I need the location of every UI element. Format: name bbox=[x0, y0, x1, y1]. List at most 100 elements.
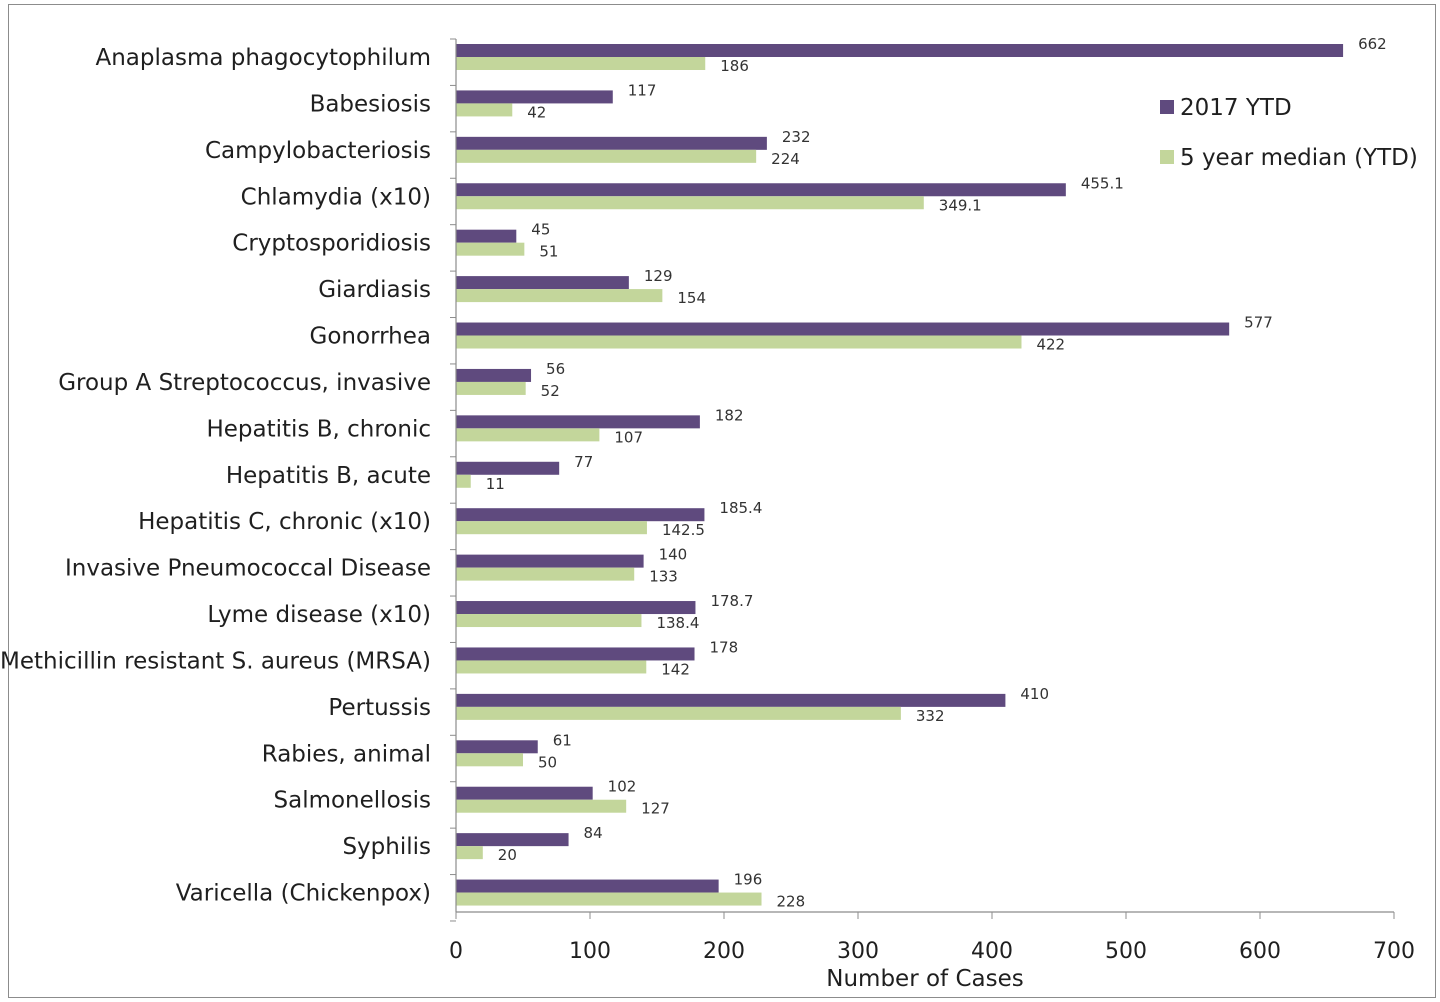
bar-5yr-median bbox=[456, 103, 513, 117]
bar-2017-ytd bbox=[456, 647, 695, 661]
bar-5yr-median bbox=[456, 660, 647, 674]
category-label: Syphilis bbox=[342, 834, 431, 860]
x-tick-label: 200 bbox=[703, 939, 745, 964]
chart-frame bbox=[8, 4, 1436, 998]
data-label-2017-ytd: 129 bbox=[644, 267, 673, 285]
data-label-5yr-median: 154 bbox=[677, 289, 706, 307]
data-label-2017-ytd: 77 bbox=[574, 453, 593, 471]
data-label-5yr-median: 52 bbox=[541, 382, 560, 400]
data-label-5yr-median: 138.4 bbox=[656, 614, 699, 632]
data-label-5yr-median: 228 bbox=[777, 893, 806, 911]
data-label-5yr-median: 332 bbox=[916, 707, 945, 725]
category-label: Hepatitis B, chronic bbox=[206, 416, 431, 442]
bar-5yr-median bbox=[456, 521, 647, 535]
data-label-2017-ytd: 662 bbox=[1358, 35, 1387, 53]
x-axis-title: Number of Cases bbox=[826, 966, 1023, 992]
data-label-2017-ytd: 84 bbox=[584, 824, 603, 842]
x-tick-label: 600 bbox=[1239, 939, 1281, 964]
legend-label: 2017 YTD bbox=[1180, 95, 1292, 121]
bar-2017-ytd bbox=[456, 322, 1230, 336]
bar-2017-ytd bbox=[456, 879, 719, 893]
bar-2017-ytd bbox=[456, 601, 696, 615]
bar-2017-ytd bbox=[456, 508, 705, 522]
bar-5yr-median bbox=[456, 381, 526, 395]
bar-5yr-median bbox=[456, 242, 525, 256]
bar-2017-ytd bbox=[456, 554, 644, 568]
bar-2017-ytd bbox=[456, 44, 1344, 57]
data-label-2017-ytd: 178.7 bbox=[710, 592, 753, 610]
bar-2017-ytd bbox=[456, 415, 700, 429]
bar-2017-ytd bbox=[456, 461, 560, 475]
bar-5yr-median bbox=[456, 149, 757, 163]
bar-2017-ytd bbox=[456, 833, 569, 847]
bar-5yr-median bbox=[456, 57, 706, 70]
bar-2017-ytd bbox=[456, 368, 532, 382]
bar-2017-ytd bbox=[456, 90, 613, 104]
data-label-2017-ytd: 196 bbox=[734, 871, 763, 889]
category-label: Hepatitis C, chronic (x10) bbox=[138, 509, 431, 535]
category-label: Campylobacteriosis bbox=[205, 138, 431, 164]
data-label-5yr-median: 51 bbox=[539, 243, 558, 261]
category-label: Hepatitis B, acute bbox=[226, 463, 431, 489]
data-label-5yr-median: 142 bbox=[661, 660, 690, 678]
data-label-5yr-median: 142.5 bbox=[662, 521, 705, 539]
data-label-5yr-median: 422 bbox=[1036, 336, 1065, 354]
bar-5yr-median bbox=[456, 474, 471, 488]
bar-5yr-median bbox=[456, 799, 627, 813]
legend-label: 5 year median (YTD) bbox=[1180, 145, 1418, 171]
bar-5yr-median bbox=[456, 706, 901, 720]
data-label-5yr-median: 127 bbox=[641, 800, 670, 818]
x-tick-label: 100 bbox=[569, 939, 611, 964]
data-label-2017-ytd: 182 bbox=[715, 406, 744, 424]
bar-2017-ytd bbox=[456, 229, 517, 243]
data-label-2017-ytd: 61 bbox=[553, 731, 572, 749]
bar-2017-ytd bbox=[456, 740, 538, 754]
legend-swatch bbox=[1160, 100, 1174, 114]
bar-2017-ytd bbox=[456, 693, 1006, 707]
category-label: Anaplasma phagocytophilum bbox=[95, 45, 431, 71]
bar-5yr-median bbox=[456, 614, 642, 628]
category-label: Rabies, animal bbox=[262, 741, 431, 767]
data-label-5yr-median: 107 bbox=[614, 428, 643, 446]
data-label-5yr-median: 50 bbox=[538, 753, 557, 771]
data-label-2017-ytd: 185.4 bbox=[719, 499, 762, 517]
data-label-2017-ytd: 410 bbox=[1020, 685, 1049, 703]
data-label-2017-ytd: 56 bbox=[546, 360, 565, 378]
data-label-5yr-median: 133 bbox=[649, 568, 678, 586]
bar-5yr-median bbox=[456, 428, 600, 442]
category-label: Cryptosporidiosis bbox=[232, 231, 431, 257]
x-tick-label: 0 bbox=[449, 939, 463, 964]
data-label-2017-ytd: 45 bbox=[531, 221, 550, 239]
data-label-2017-ytd: 577 bbox=[1244, 314, 1273, 332]
bar-2017-ytd bbox=[456, 136, 767, 150]
bar-5yr-median bbox=[456, 753, 523, 767]
data-label-2017-ytd: 178 bbox=[710, 638, 739, 656]
bar-5yr-median bbox=[456, 567, 635, 581]
category-label: Lyme disease (x10) bbox=[207, 602, 431, 628]
x-tick-label: 400 bbox=[971, 939, 1013, 964]
bar-2017-ytd bbox=[456, 276, 629, 290]
x-tick-label: 300 bbox=[837, 939, 879, 964]
category-label: Invasive Pneumococcal Disease bbox=[65, 556, 431, 582]
x-tick-label: 700 bbox=[1373, 939, 1415, 964]
data-label-2017-ytd: 455.1 bbox=[1081, 174, 1124, 192]
data-label-2017-ytd: 102 bbox=[608, 778, 637, 796]
bar-5yr-median bbox=[456, 846, 483, 860]
category-label: Group A Streptococcus, invasive bbox=[58, 370, 431, 396]
bar-5yr-median bbox=[456, 335, 1022, 349]
data-label-5yr-median: 11 bbox=[486, 475, 505, 493]
bar-2017-ytd bbox=[456, 786, 593, 800]
legend-swatch bbox=[1160, 150, 1174, 164]
bar-5yr-median bbox=[456, 289, 663, 303]
category-label: Giardiasis bbox=[318, 277, 431, 303]
category-label: Salmonellosis bbox=[274, 788, 432, 814]
bar-5yr-median bbox=[456, 196, 924, 210]
category-label: Chlamydia (x10) bbox=[241, 184, 431, 210]
data-label-5yr-median: 349.1 bbox=[939, 196, 982, 214]
category-label: Babesiosis bbox=[310, 91, 431, 117]
bar-2017-ytd bbox=[456, 183, 1066, 197]
data-label-2017-ytd: 140 bbox=[659, 546, 688, 564]
category-label: Varicella (Chickenpox) bbox=[176, 881, 431, 907]
category-label: Methicillin resistant S. aureus (MRSA) bbox=[0, 648, 431, 674]
